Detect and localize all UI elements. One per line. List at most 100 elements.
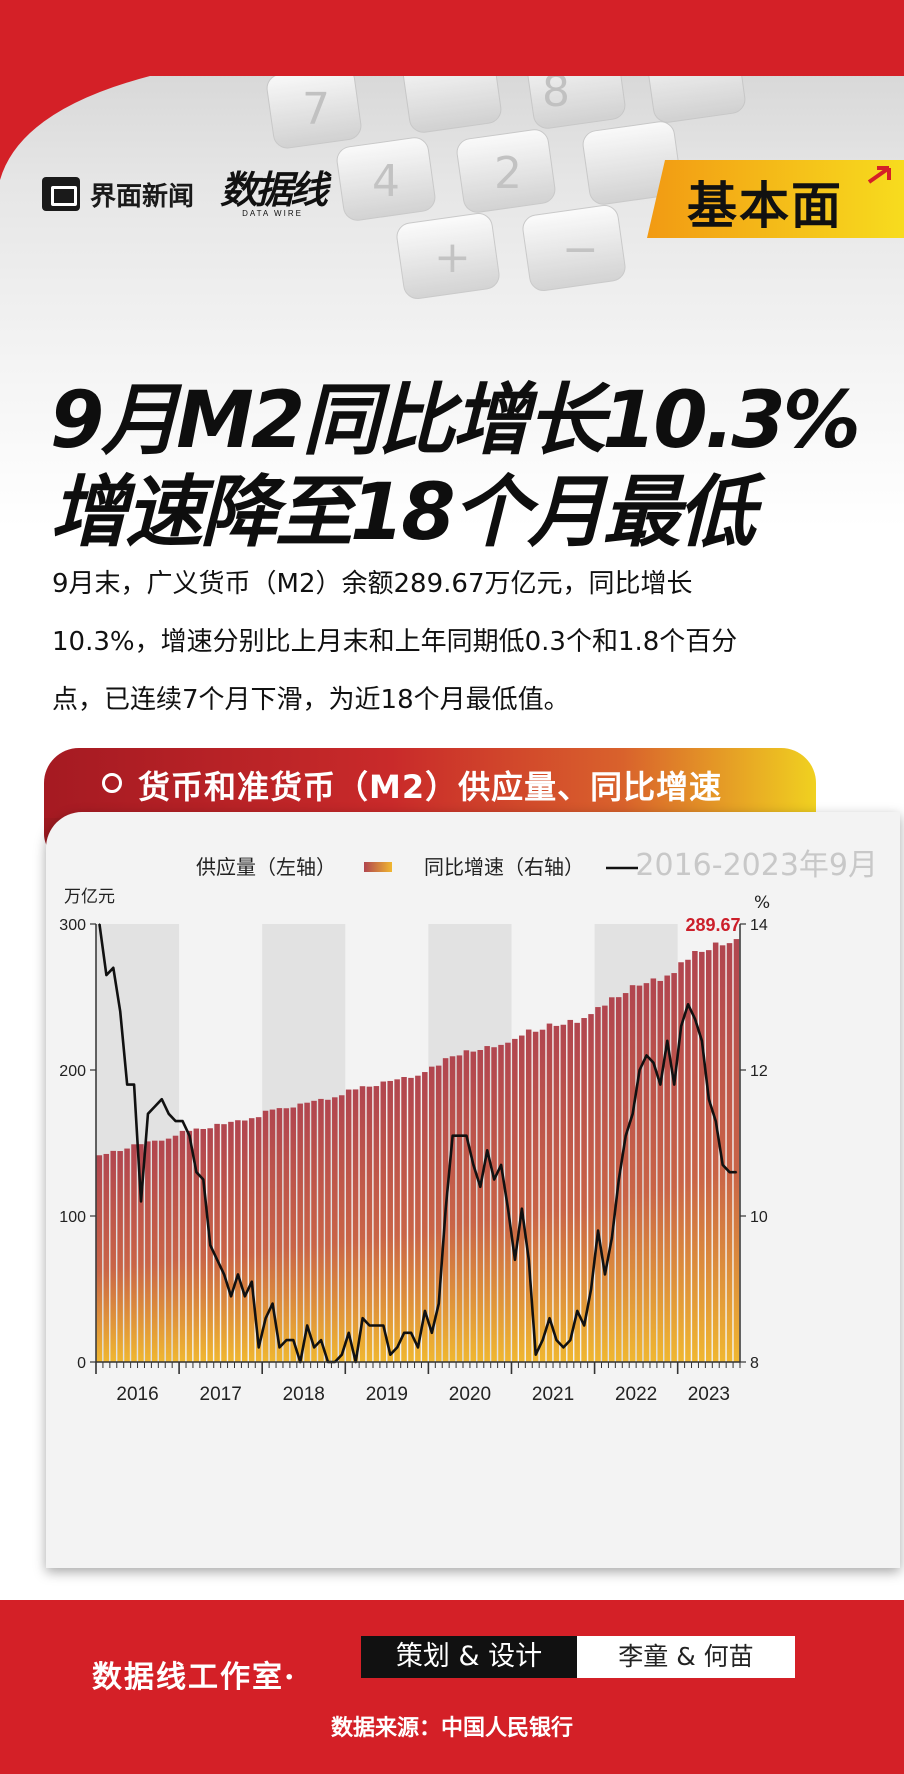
growth-point-56 bbox=[486, 1149, 488, 1151]
growth-point-72 bbox=[597, 1230, 599, 1232]
growth-point-87 bbox=[701, 1040, 703, 1042]
growth-point-70 bbox=[583, 1324, 585, 1327]
growth-point-15 bbox=[202, 1178, 204, 1181]
growth-point-54 bbox=[472, 1164, 474, 1166]
growth-point-62 bbox=[528, 1259, 530, 1261]
growth-point-2 bbox=[112, 967, 114, 969]
growth-point-4 bbox=[126, 1084, 128, 1086]
bar-27 bbox=[283, 1108, 290, 1362]
right-tick-label-14: 14 bbox=[750, 917, 768, 934]
svg-text:7: 7 bbox=[302, 84, 330, 135]
datawire-logo: 数据线 DATA WIRE bbox=[220, 166, 328, 218]
chart-card: 2016-2023年9月 0 100 200 300 8 10 12 14 2016 2017 20… bbox=[46, 812, 900, 1568]
growth-point-61 bbox=[521, 1208, 523, 1210]
growth-point-28 bbox=[292, 1339, 294, 1341]
growth-point-24 bbox=[265, 1317, 267, 1319]
growth-point-30 bbox=[306, 1324, 308, 1327]
bar-41 bbox=[380, 1081, 387, 1362]
bar-87 bbox=[699, 951, 705, 1362]
growth-point-66 bbox=[555, 1339, 558, 1341]
bar-85 bbox=[685, 959, 691, 1362]
bar-83 bbox=[671, 973, 677, 1362]
growth-point-81 bbox=[659, 1084, 661, 1086]
growth-point-13 bbox=[188, 1135, 191, 1137]
svg-text:−: − bbox=[562, 224, 599, 275]
summary-paragraph: 9月末，广义货币（M2）余额289.67万亿元，同比增长 10.3%，增速分别比… bbox=[52, 555, 872, 729]
growth-point-83 bbox=[673, 1084, 675, 1086]
bar-39 bbox=[366, 1086, 373, 1362]
bar-82 bbox=[664, 975, 670, 1362]
growth-point-88 bbox=[708, 1098, 710, 1100]
credit-names: 李童 & 何苗 bbox=[577, 1636, 795, 1678]
bar-38 bbox=[359, 1086, 366, 1362]
brand-row: 界面新闻 数据线 DATA WIRE bbox=[42, 166, 328, 218]
x-tick-label-2022: 2022 bbox=[615, 1384, 657, 1405]
growth-point-8 bbox=[154, 1105, 156, 1108]
x-tick-label-2016: 2016 bbox=[116, 1384, 158, 1405]
circle-bullet-icon bbox=[102, 773, 122, 793]
studio-name: 数据线工作室· bbox=[92, 1660, 297, 1695]
bar-44 bbox=[401, 1077, 407, 1362]
right-tick-label-10: 10 bbox=[750, 1209, 768, 1226]
growth-point-50 bbox=[445, 1208, 447, 1210]
bar-53 bbox=[463, 1050, 470, 1362]
legend-line-label: 同比增速（右轴） bbox=[424, 855, 584, 879]
growth-point-82 bbox=[666, 1040, 668, 1042]
bar-55 bbox=[477, 1049, 483, 1362]
bar-43 bbox=[394, 1079, 400, 1362]
growth-point-91 bbox=[729, 1171, 731, 1173]
headline-line-2: 增速降至18个月最低 bbox=[50, 468, 756, 558]
growth-point-26 bbox=[278, 1346, 281, 1348]
year-shade-2022 bbox=[594, 924, 678, 1362]
bar-49 bbox=[435, 1065, 442, 1362]
growth-point-63 bbox=[535, 1354, 537, 1356]
bar-36 bbox=[345, 1089, 352, 1362]
brand-name: 界面新闻 bbox=[90, 181, 195, 212]
bar-54 bbox=[470, 1051, 477, 1362]
bar-21 bbox=[242, 1120, 248, 1362]
summary-line-1: 9月末，广义货币（M2）余额289.67万亿元，同比增长 bbox=[52, 569, 693, 599]
bar-71 bbox=[588, 1014, 594, 1362]
growth-point-76 bbox=[625, 1135, 627, 1137]
m2-chart: 0 100 200 300 8 10 12 14 2016 2017 2018 2019 2020 202… bbox=[59, 855, 770, 1405]
growth-point-27 bbox=[285, 1339, 288, 1341]
bar-7 bbox=[145, 1141, 151, 1362]
growth-point-19 bbox=[230, 1295, 232, 1297]
growth-point-12 bbox=[181, 1120, 184, 1122]
bar-34 bbox=[332, 1097, 338, 1362]
bar-84 bbox=[678, 962, 684, 1362]
growth-point-74 bbox=[611, 1237, 613, 1239]
growth-point-45 bbox=[410, 1332, 412, 1334]
x-tick-label-2017: 2017 bbox=[200, 1384, 242, 1405]
growth-point-36 bbox=[348, 1332, 350, 1334]
bar-8 bbox=[151, 1140, 158, 1362]
bar-33 bbox=[325, 1099, 331, 1362]
bar-92 bbox=[733, 939, 740, 1362]
bar-9 bbox=[158, 1140, 165, 1362]
x-tick-label-2021: 2021 bbox=[532, 1384, 574, 1405]
bar-30 bbox=[304, 1102, 310, 1362]
growth-point-46 bbox=[417, 1346, 419, 1348]
bar-56 bbox=[484, 1046, 490, 1362]
bar-57 bbox=[491, 1047, 497, 1362]
bar-79 bbox=[643, 983, 650, 1362]
jiemian-logo-icon bbox=[42, 177, 80, 211]
bar-4 bbox=[124, 1148, 130, 1362]
bar-22 bbox=[248, 1118, 255, 1362]
growth-point-25 bbox=[271, 1303, 274, 1305]
summary-line-3: 点，已连续7个月下滑，为近18个月最低值。 bbox=[52, 685, 570, 715]
bar-40 bbox=[373, 1086, 380, 1362]
growth-point-71 bbox=[590, 1288, 592, 1290]
left-tick-label-100: 100 bbox=[59, 1209, 86, 1226]
bar-24 bbox=[262, 1110, 269, 1362]
bar-80 bbox=[650, 978, 657, 1362]
growth-point-51 bbox=[452, 1135, 454, 1137]
growth-point-17 bbox=[216, 1259, 218, 1261]
growth-point-65 bbox=[548, 1317, 551, 1319]
growth-point-57 bbox=[493, 1178, 495, 1181]
svg-text:+: + bbox=[434, 232, 471, 283]
bar-60 bbox=[512, 1038, 518, 1362]
bar-69 bbox=[574, 1022, 580, 1362]
growth-point-59 bbox=[507, 1208, 509, 1210]
bar-5 bbox=[131, 1144, 137, 1362]
